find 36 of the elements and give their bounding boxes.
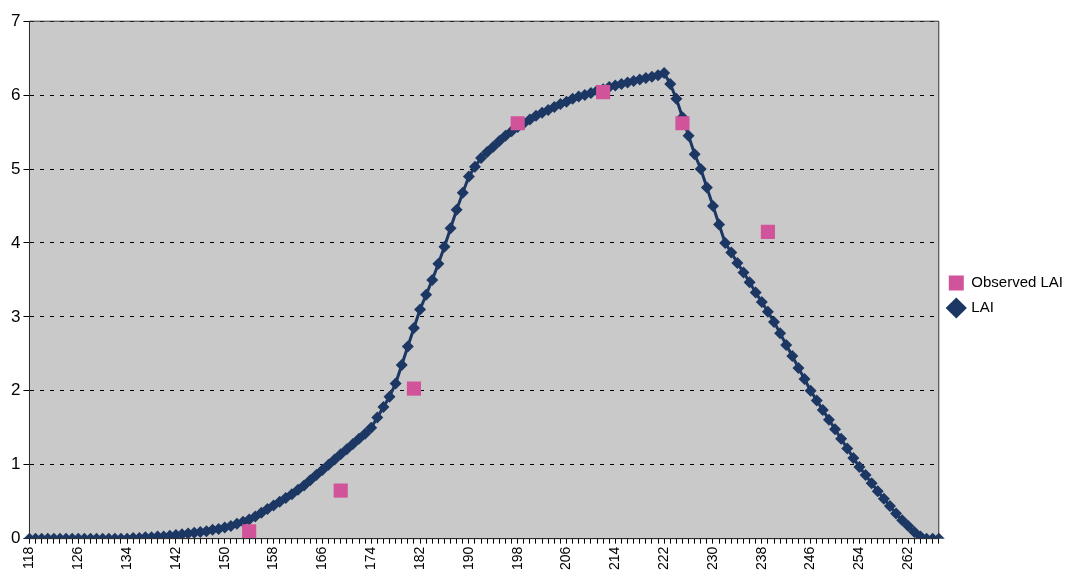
x-tick-label: 222: [655, 546, 672, 570]
x-tick-label: 126: [69, 546, 86, 570]
point: [675, 116, 690, 131]
x-tick-label: 198: [508, 546, 525, 570]
y-tick-label: 7: [10, 10, 21, 30]
y-tick-label: 4: [10, 232, 21, 252]
point: [510, 116, 525, 131]
x-tick-label: 174: [362, 546, 379, 570]
point: [333, 483, 348, 498]
y-tick-label: 6: [10, 84, 21, 104]
y-tick-label: 2: [10, 380, 21, 400]
x-tick-label: 166: [313, 546, 330, 570]
x-tick-label: 150: [215, 546, 232, 570]
x-tick-label: 190: [459, 546, 476, 570]
x-tick-label: 246: [801, 546, 818, 570]
point: [242, 524, 257, 539]
x-tick-label: 230: [703, 546, 720, 570]
x-tick-label: 254: [850, 546, 867, 570]
point: [596, 85, 611, 100]
y-tick-label: 5: [10, 158, 21, 178]
legend-label: LAI: [971, 298, 994, 316]
x-tick-label: 118: [20, 546, 37, 569]
y-tick-label: 3: [10, 306, 21, 326]
x-tick-label: 262: [899, 546, 916, 570]
y-tick-label: 1: [10, 454, 21, 474]
y-tick-label: 0: [10, 528, 21, 548]
x-tick-label: 158: [264, 546, 281, 570]
x-tick-label: 206: [557, 546, 574, 570]
x-tick-label: 134: [117, 546, 134, 570]
x-tick-label: 214: [606, 546, 623, 570]
point: [406, 381, 422, 396]
x-tick-label: 182: [410, 546, 427, 570]
x-tick-label: 142: [166, 546, 183, 570]
x-tick-label: 238: [752, 546, 769, 570]
legend-label: Observed LAI: [971, 273, 1063, 291]
point: [760, 224, 775, 239]
